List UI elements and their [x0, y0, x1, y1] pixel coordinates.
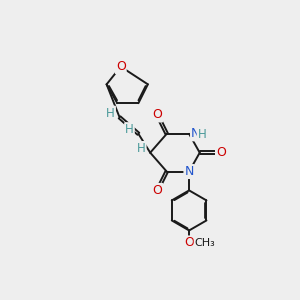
Text: O: O	[216, 146, 226, 159]
Text: N: N	[191, 127, 200, 140]
Text: O: O	[116, 60, 126, 73]
Text: N: N	[184, 165, 194, 178]
Text: CH₃: CH₃	[194, 238, 215, 248]
Text: H: H	[137, 142, 146, 155]
Text: O: O	[184, 236, 194, 250]
Text: H: H	[125, 123, 134, 136]
Text: O: O	[152, 184, 162, 197]
Text: H: H	[198, 128, 206, 141]
Text: H: H	[106, 106, 115, 120]
Text: O: O	[152, 109, 162, 122]
